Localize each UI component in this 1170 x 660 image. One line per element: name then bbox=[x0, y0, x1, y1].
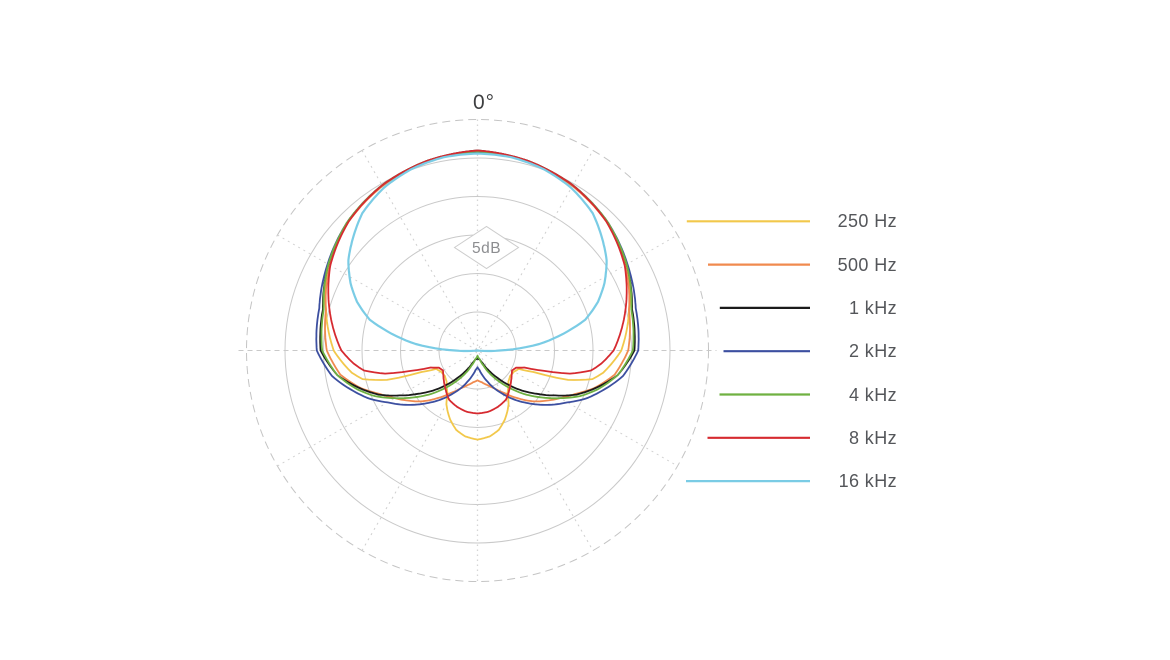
curve-8khz bbox=[327, 149, 628, 415]
legend-label-8khz: 8 kHz bbox=[848, 427, 897, 448]
grid-radial-60 bbox=[277, 234, 678, 467]
db-scale-label: 5dB bbox=[472, 240, 501, 257]
curve-16khz bbox=[347, 152, 608, 353]
legend-label-16khz: 16 kHz bbox=[838, 471, 897, 492]
grid-radial-150 bbox=[361, 150, 594, 551]
curve-500hz bbox=[324, 150, 631, 403]
legend-label-1khz: 1 kHz bbox=[848, 297, 897, 318]
legend-label-500hz: 500 Hz bbox=[837, 254, 897, 275]
angle-0-label: 0° bbox=[472, 91, 496, 114]
grid-radial-30 bbox=[361, 150, 594, 551]
legend-label-4khz: 4 kHz bbox=[848, 384, 897, 405]
legend-label-2khz: 2 kHz bbox=[848, 341, 897, 362]
db-scale-diamond bbox=[453, 225, 520, 270]
grid-radial-120 bbox=[277, 234, 678, 467]
legend-label-250hz: 250 Hz bbox=[837, 211, 897, 232]
